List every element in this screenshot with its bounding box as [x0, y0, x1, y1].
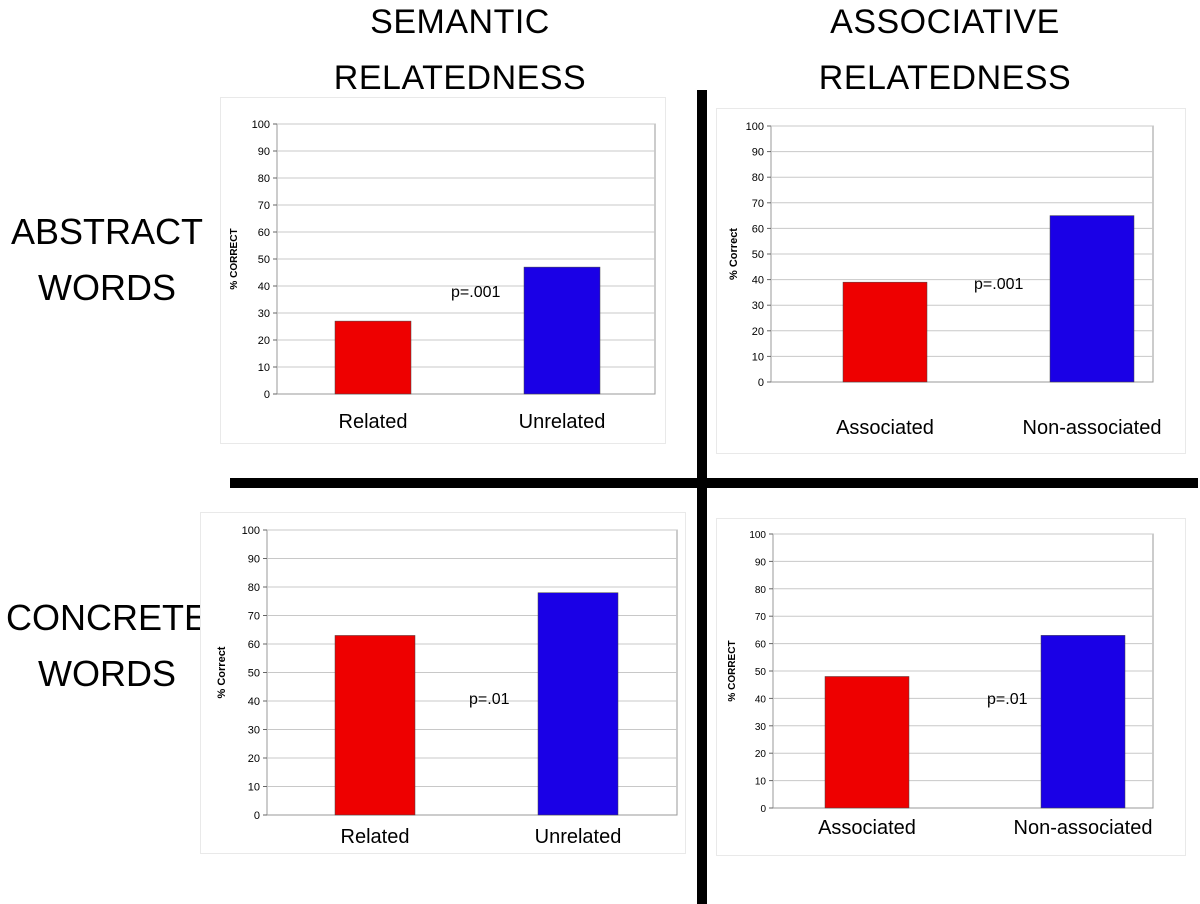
y-tick-label: 30: [755, 722, 767, 733]
chart-panel-concrete-semantic: 0 10 20 30 40 50 60 70 80 90 100 % Correct Related Un…: [200, 512, 686, 854]
bar-non-associated: [1040, 635, 1126, 809]
y-tick-label: 100: [746, 121, 764, 133]
y-tick-label: 0: [264, 389, 270, 401]
category-label: Associated: [836, 417, 934, 439]
y-tick-label: 100: [252, 119, 270, 131]
bar-related: [334, 320, 412, 395]
y-tick-label: 20: [248, 753, 260, 765]
y-tick-label: 80: [258, 173, 270, 185]
y-axis-label: % Correct: [728, 228, 740, 280]
category-label: Related: [339, 411, 408, 433]
y-tick-label: 40: [752, 275, 764, 287]
category-label: Associated: [818, 817, 916, 839]
y-tick-label: 60: [752, 223, 764, 235]
y-tick-label: 20: [752, 326, 764, 338]
y-tick-label: 90: [755, 557, 767, 568]
vertical-divider: [697, 90, 707, 904]
y-tick-label: 70: [752, 198, 764, 210]
bar-related: [334, 635, 416, 816]
y-tick-label: 80: [752, 172, 764, 184]
horizontal-divider: [230, 478, 1198, 488]
y-tick-label: 50: [752, 249, 764, 261]
category-label: Unrelated: [535, 826, 622, 848]
row-label-concrete-line2: WORDS: [38, 653, 176, 694]
chart-concrete-associative: 0 10 20 30 40 50 60 70 80 90 100 % CORRECT Associate…: [727, 530, 1154, 839]
chart-concrete-semantic: 0 10 20 30 40 50 60 70 80 90 100 % Correct Related Un…: [216, 525, 678, 848]
y-tick-label: 60: [248, 639, 260, 651]
row-label-abstract-line1: ABSTRACT: [10, 211, 204, 252]
column-header-semantic-line1: SEMANTIC: [370, 3, 550, 41]
y-tick-label: 30: [248, 725, 260, 737]
bar-unrelated: [523, 266, 601, 395]
y-tick-label: 80: [755, 585, 767, 596]
significance-annotation: p=.01: [987, 691, 1028, 708]
bar-non-associated: [1049, 215, 1135, 383]
y-tick-label: 0: [254, 810, 260, 822]
chart-panel-abstract-semantic: 0 10 20 30 40 50 60 70 80 90 100 % CORRECT Related Un…: [220, 97, 666, 444]
y-tick-label: 0: [760, 804, 766, 815]
column-header-semantic-line2: RELATEDNESS: [333, 59, 587, 97]
y-tick-label: 0: [758, 377, 764, 389]
y-tick-label: 50: [258, 254, 270, 266]
significance-annotation: p=.01: [469, 691, 510, 708]
y-tick-label: 60: [258, 227, 270, 239]
y-tick-label: 40: [258, 281, 270, 293]
column-header-associative-line1: ASSOCIATIVE: [830, 3, 1060, 41]
y-tick-label: 90: [752, 147, 764, 159]
y-axis-label: % CORRECT: [229, 228, 240, 289]
bar-associated: [842, 281, 928, 383]
y-tick-label: 80: [248, 582, 260, 594]
category-label: Unrelated: [519, 411, 606, 433]
y-tick-label: 10: [258, 362, 270, 374]
row-label-abstract: ABSTRACT WORDS: [0, 204, 214, 316]
y-tick-label: 90: [258, 146, 270, 158]
y-tick-label: 70: [248, 611, 260, 623]
y-tick-label: 20: [755, 749, 767, 760]
row-label-abstract-line2: WORDS: [38, 267, 176, 308]
category-label: Non-associated: [1014, 817, 1153, 839]
y-tick-label: 10: [248, 782, 260, 794]
y-tick-label: 10: [755, 777, 767, 788]
bar-associated: [824, 676, 910, 809]
significance-annotation: p=.001: [974, 276, 1023, 293]
y-tick-label: 40: [755, 694, 767, 705]
y-tick-label: 50: [755, 667, 767, 678]
y-tick-label: 70: [755, 612, 767, 623]
y-tick-label: 60: [755, 640, 767, 651]
row-label-concrete: CONCRETE WORDS: [0, 590, 214, 702]
y-tick-label: 70: [258, 200, 270, 212]
chart-abstract-semantic: 0 10 20 30 40 50 60 70 80 90 100 % CORRECT Related Un…: [229, 119, 656, 433]
category-label: Related: [341, 826, 410, 848]
y-tick-label: 50: [248, 668, 260, 680]
category-label: Non-associated: [1023, 417, 1162, 439]
y-axis-label: % CORRECT: [727, 640, 738, 701]
y-tick-label: 100: [749, 530, 766, 541]
column-header-semantic: SEMANTIC RELATEDNESS: [300, 0, 620, 106]
chart-panel-concrete-associative: 0 10 20 30 40 50 60 70 80 90 100 % CORRECT Associate…: [716, 518, 1186, 856]
y-axis-label: % Correct: [216, 646, 228, 698]
y-tick-label: 30: [752, 300, 764, 312]
chart-abstract-associative: 0 10 20 30 40 50 60 70 80 90 100 % Correct Associate…: [728, 121, 1162, 439]
y-tick-label: 30: [258, 308, 270, 320]
column-header-associative-line2: RELATEDNESS: [818, 59, 1072, 97]
bar-unrelated: [537, 592, 619, 816]
y-tick-label: 100: [242, 525, 260, 537]
y-tick-label: 40: [248, 696, 260, 708]
y-tick-label: 20: [258, 335, 270, 347]
column-header-associative: ASSOCIATIVE RELATEDNESS: [780, 0, 1110, 106]
significance-annotation: p=.001: [451, 284, 500, 301]
y-tick-label: 90: [248, 554, 260, 566]
row-label-concrete-line1: CONCRETE: [5, 597, 208, 638]
y-tick-label: 10: [752, 351, 764, 363]
chart-panel-abstract-associative: 0 10 20 30 40 50 60 70 80 90 100 % Correct Associate…: [716, 108, 1186, 454]
